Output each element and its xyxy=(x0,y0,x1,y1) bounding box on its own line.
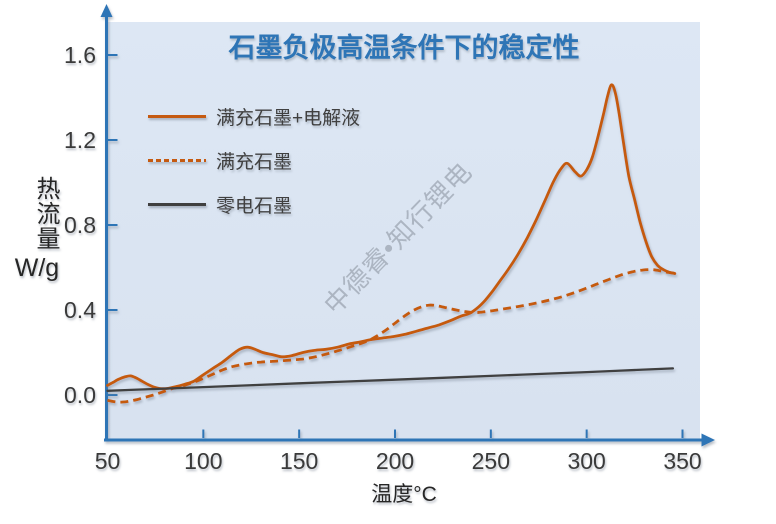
legend-item-full-graphite-electrolyte: 满充石墨+电解液 xyxy=(148,94,360,138)
legend-dashed-line-icon xyxy=(148,158,206,162)
x-tick-label: 200 xyxy=(375,448,415,474)
x-axis-arrow-icon xyxy=(701,433,715,447)
legend-item-zero-charge-graphite: 零电石墨 xyxy=(148,182,360,226)
x-tick-label: 50 xyxy=(94,448,121,474)
legend-label: 满充石墨 xyxy=(216,151,293,173)
axes-group xyxy=(100,4,715,447)
x-tick-label: 100 xyxy=(184,448,223,474)
curves-group xyxy=(106,83,677,404)
x-tick-label: 250 xyxy=(471,448,511,474)
y-axis-unit: W/g xyxy=(14,254,60,282)
curve-full-graphite xyxy=(107,268,676,404)
legend-black-line-icon xyxy=(148,202,206,206)
legend-label: 零电石墨 xyxy=(216,195,293,217)
legend-label: 满充石墨+电解液 xyxy=(216,107,361,129)
x-tick-label: 150 xyxy=(279,448,319,474)
y-tick-label: 0.8 xyxy=(64,212,96,238)
curve-zero-charge-graphite xyxy=(106,367,675,392)
x-tick-label: 300 xyxy=(567,448,606,474)
chart-title: 石墨负极高温条件下的稳定性 xyxy=(228,33,580,63)
y-tick-label: 0.0 xyxy=(64,382,96,408)
y-axis-arrow-icon xyxy=(100,4,113,17)
legend-item-full-graphite: 满充石墨 xyxy=(148,138,360,182)
x-axis-title: 温度°C xyxy=(371,483,437,506)
axis-ticks xyxy=(107,54,684,438)
y-tick-label: 0.4 xyxy=(64,297,96,323)
x-tick-label: 350 xyxy=(663,448,702,474)
y-tick-label: 1.6 xyxy=(64,42,96,68)
y-axis-title: 热流量 xyxy=(32,176,59,251)
y-tick-label: 1.2 xyxy=(64,127,96,153)
legend: 满充石墨+电解液 满充石墨 零电石墨 xyxy=(148,94,360,226)
legend-solid-line-icon xyxy=(148,114,206,118)
plot-area xyxy=(108,22,700,439)
